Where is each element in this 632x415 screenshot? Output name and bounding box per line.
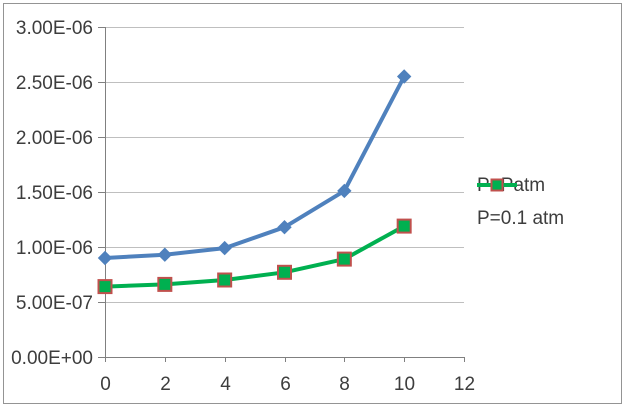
square-marker <box>336 251 352 267</box>
square-marker <box>97 279 113 295</box>
square-marker <box>396 218 412 234</box>
diamond-marker <box>157 247 173 262</box>
x-tick-label: 10 <box>394 374 415 395</box>
legend-key-1 <box>477 178 517 192</box>
square-marker <box>157 276 173 292</box>
x-tick-label: 4 <box>220 374 231 395</box>
y-tick-label: 5.00E-07 <box>16 293 93 314</box>
series-line-1 <box>103 224 407 289</box>
diamond-marker <box>217 240 232 256</box>
diamond-marker <box>277 219 292 235</box>
diamond-marker <box>97 250 113 266</box>
y-tick-label: 3.00E-06 <box>16 18 93 39</box>
diamond-marker <box>337 183 352 199</box>
legend-label: P=0.1 atm <box>477 208 565 229</box>
x-tick-label: 0 <box>100 374 111 395</box>
y-tick-label: 0.00E+00 <box>11 348 93 369</box>
y-tick-label: 2.00E-06 <box>16 128 93 149</box>
square-marker <box>490 178 504 192</box>
x-tick-label: 8 <box>339 374 350 395</box>
x-tick-label: 6 <box>280 374 291 395</box>
y-tick-label: 2.50E-06 <box>16 73 93 94</box>
legend: P=Patm P=0.1 atm <box>477 176 564 229</box>
legend-item-1: P=0.1 atm <box>477 178 565 229</box>
square-marker <box>277 264 292 280</box>
y-tick-label: 1.00E-06 <box>16 238 93 259</box>
series-line-0 <box>103 74 407 260</box>
chart-border <box>3 3 622 404</box>
x-tick-label: 2 <box>160 374 171 395</box>
square-marker <box>217 272 233 288</box>
diamond-marker <box>396 69 412 84</box>
x-tick-label: 12 <box>454 374 475 395</box>
y-tick-label: 1.50E-06 <box>16 183 93 204</box>
